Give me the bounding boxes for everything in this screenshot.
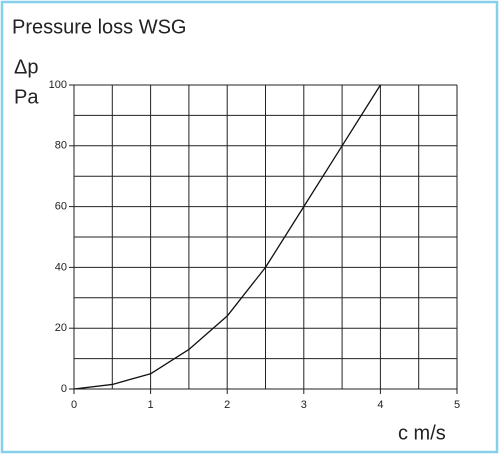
x-tick-label: 0 — [71, 399, 77, 411]
y-axis-unit: Pa — [14, 86, 39, 108]
y-tick-label: 0 — [61, 383, 67, 395]
y-tick-label: 60 — [55, 201, 67, 213]
y-tick-label: 40 — [55, 261, 67, 273]
x-tick-label: 4 — [377, 399, 383, 411]
y-tick-label: 80 — [55, 140, 67, 152]
line — [73, 84, 381, 390]
y-tick-label: 100 — [49, 79, 67, 91]
x-tick-label: 2 — [224, 399, 230, 411]
y-tick-label: 20 — [55, 322, 67, 334]
x-tick-label: 3 — [301, 399, 307, 411]
chart-title: Pressure loss WSG — [12, 16, 186, 38]
x-tick-label: 5 — [454, 399, 460, 411]
y-axis-label: Δp — [14, 56, 38, 78]
x-axis-label: c m/s — [398, 422, 446, 444]
x-tick-label: 1 — [148, 399, 154, 411]
